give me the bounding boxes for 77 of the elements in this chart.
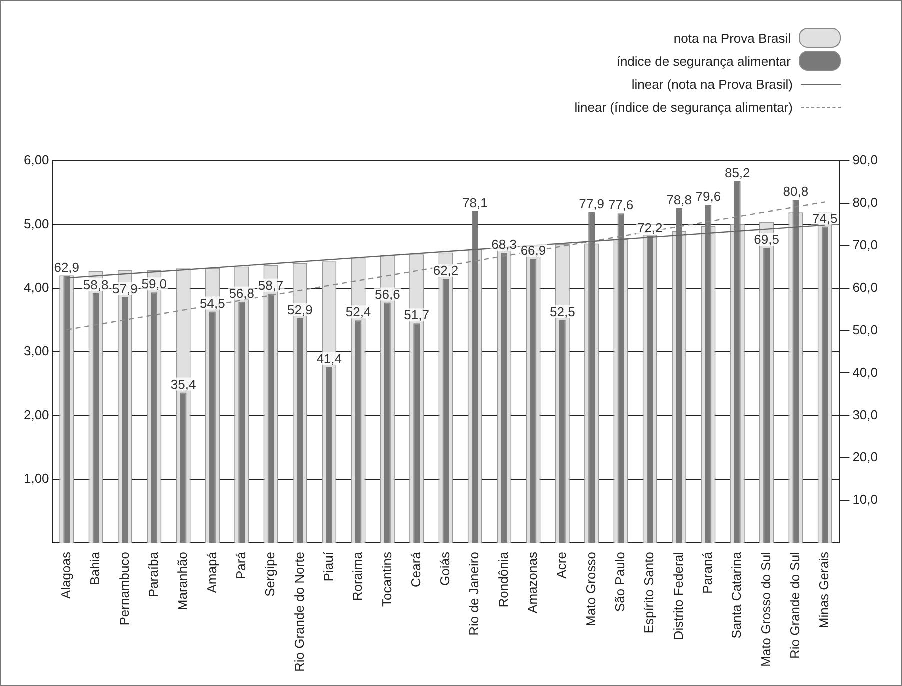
x-tick-label: Bahia [88, 551, 103, 586]
y2-tick-label: 10,0 [852, 492, 878, 508]
bar [180, 392, 187, 544]
data-label: 52,5 [550, 304, 576, 320]
x-tick-label: Mato Grosso do Sul [758, 552, 774, 667]
data-label: 35,4 [170, 376, 196, 392]
data-label: 58,8 [83, 278, 109, 293]
x-tick-label: Distrito Federal [670, 552, 686, 640]
x-tick-label: Paraná [700, 551, 716, 594]
y2-tick-label: 60,0 [852, 280, 878, 295]
data-label: 52,4 [346, 304, 372, 320]
x-tick-label: Goiás [438, 552, 453, 586]
legend-label: linear (nota na Prova Brasil) [632, 76, 793, 92]
x-tick-label: Pará [233, 551, 248, 580]
x-tick-label: Mato Grosso [583, 552, 598, 626]
x-tick-label: Rio Grande do Norte [292, 552, 307, 672]
y-tick-label: 6,00 [24, 152, 50, 168]
bar [414, 324, 420, 544]
x-tick-label: Amazonas [525, 552, 540, 614]
data-label: 62,9 [54, 260, 80, 276]
y2-tick-label: 40,0 [852, 364, 878, 380]
data-label: 69,5 [754, 232, 780, 248]
y-tick-label: 4,00 [24, 280, 50, 295]
data-label: 58,7 [258, 278, 284, 293]
y2-tick-label: 30,0 [852, 407, 878, 422]
data-label: 74,5 [812, 210, 838, 226]
x-tick-label: Alagoas [58, 552, 74, 600]
x-tick-label: Rio Grande do Sul [788, 552, 803, 659]
x-tick-label: Roraima [350, 551, 366, 602]
x-tick-label: Minas Gerais [816, 552, 832, 629]
x-tick-label: Rondônia [496, 551, 511, 608]
data-label: 80,8 [783, 184, 809, 200]
x-tick-label: Tocantins [379, 552, 394, 607]
x-tick-label: Espírito Santo [642, 552, 657, 634]
data-label: 68,3 [492, 237, 517, 252]
x-tick-label: Acre [554, 552, 570, 579]
x-tick-label: Rio de Janeiro [466, 552, 482, 636]
data-label: 41,4 [316, 351, 342, 366]
x-tick-label: Ceará [408, 551, 424, 588]
legend-label: índice de segurança alimentar [616, 54, 791, 68]
y2-tick-label: 50,0 [852, 322, 878, 338]
legend-label: nota na Prova Brasil [674, 30, 791, 46]
y-tick-label: 3,00 [24, 344, 50, 359]
data-label: 77,9 [579, 196, 604, 212]
y-tick-label: 5,00 [24, 216, 50, 232]
x-tick-label: Pernambuco [116, 552, 132, 626]
data-label: 78,8 [666, 192, 692, 208]
bar [326, 367, 333, 544]
data-label: 54,5 [200, 296, 226, 311]
y2-tick-label: 90,0 [852, 152, 878, 168]
y2-tick-label: 70,0 [852, 237, 878, 252]
data-label: 85,2 [724, 165, 750, 180]
data-label: 79,6 [696, 189, 722, 204]
x-tick-label: Santa Catarina [729, 551, 744, 639]
x-tick-label: São Paulo [612, 552, 628, 612]
data-label: 77,6 [608, 198, 634, 213]
x-tick-label: Piauí [320, 552, 336, 582]
data-label: 56,6 [375, 286, 400, 302]
y2-tick-label: 20,0 [852, 450, 878, 465]
data-label: 51,7 [404, 308, 430, 323]
legend-label: linear (índice de segurança alimentar) [574, 100, 793, 114]
data-label: 78,1 [462, 196, 488, 211]
y2-tick-label: 80,0 [852, 195, 878, 210]
x-tick-label: Maranhão [175, 552, 190, 611]
data-label: 59,0 [142, 276, 168, 292]
x-tick-label: Sergipe [262, 552, 278, 597]
data-label: 72,2 [637, 220, 663, 236]
data-label: 52,9 [288, 302, 313, 318]
x-tick-label: Paraíba [146, 551, 161, 598]
bar [559, 320, 566, 544]
y-tick-label: 1,00 [24, 470, 50, 486]
x-tick-label: Amapá [204, 551, 220, 594]
y-tick-label: 2,00 [24, 407, 50, 422]
data-label: 62,2 [433, 263, 459, 278]
data-label: 66,9 [520, 243, 546, 258]
data-label: 56,8 [229, 286, 255, 302]
data-label: 57,9 [112, 281, 138, 296]
